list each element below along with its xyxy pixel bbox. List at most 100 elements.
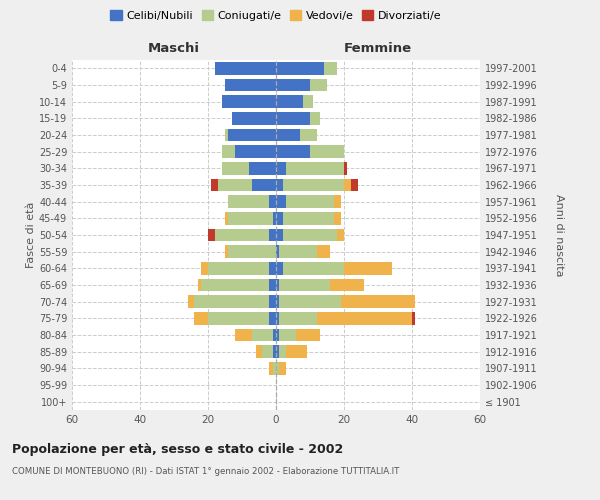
Bar xyxy=(269,279,276,291)
Text: COMUNE DI MONTEBUONO (RI) - Dati ISTAT 1° gennaio 2002 - Elaborazione TUTTITALIA: COMUNE DI MONTEBUONO (RI) - Dati ISTAT 1… xyxy=(12,468,400,476)
Bar xyxy=(280,296,341,308)
Bar xyxy=(269,362,272,374)
Bar xyxy=(280,329,296,341)
Bar xyxy=(225,79,276,92)
Bar xyxy=(276,229,283,241)
Bar xyxy=(229,212,272,224)
Bar xyxy=(276,62,323,74)
Bar xyxy=(276,179,283,192)
Bar xyxy=(276,79,310,92)
Bar xyxy=(272,362,276,374)
Bar xyxy=(283,179,344,192)
Bar xyxy=(272,212,276,224)
Bar xyxy=(341,296,415,308)
Bar xyxy=(296,329,320,341)
Bar xyxy=(331,279,364,291)
Bar xyxy=(269,196,276,208)
Bar xyxy=(344,179,351,192)
Bar xyxy=(276,96,303,108)
Bar xyxy=(269,262,276,274)
Bar xyxy=(208,229,215,241)
Bar xyxy=(276,262,283,274)
Bar xyxy=(252,179,276,192)
Bar xyxy=(303,96,313,108)
Bar xyxy=(276,146,310,158)
Bar xyxy=(215,62,276,74)
Bar xyxy=(276,162,286,174)
Bar xyxy=(317,312,412,324)
Bar xyxy=(221,146,235,158)
Bar xyxy=(334,212,341,224)
Bar xyxy=(225,129,229,141)
Bar xyxy=(276,296,280,308)
Bar xyxy=(272,329,276,341)
Bar xyxy=(283,212,334,224)
Bar xyxy=(412,312,415,324)
Bar xyxy=(344,162,347,174)
Bar xyxy=(280,279,331,291)
Bar xyxy=(276,312,280,324)
Bar xyxy=(344,262,392,274)
Text: Femmine: Femmine xyxy=(344,42,412,55)
Bar xyxy=(252,329,272,341)
Bar xyxy=(232,112,276,124)
Bar xyxy=(269,312,276,324)
Bar xyxy=(215,229,269,241)
Bar xyxy=(276,246,280,258)
Bar xyxy=(310,112,320,124)
Bar xyxy=(198,279,201,291)
Bar xyxy=(208,262,269,274)
Bar xyxy=(286,196,334,208)
Bar xyxy=(256,346,262,358)
Bar xyxy=(269,296,276,308)
Y-axis label: Fasce di età: Fasce di età xyxy=(26,202,36,268)
Bar xyxy=(300,129,317,141)
Bar xyxy=(317,246,331,258)
Bar xyxy=(283,262,344,274)
Bar xyxy=(208,312,269,324)
Bar xyxy=(280,246,317,258)
Bar xyxy=(310,146,344,158)
Bar xyxy=(286,346,307,358)
Bar xyxy=(323,62,337,74)
Text: Popolazione per età, sesso e stato civile - 2002: Popolazione per età, sesso e stato civil… xyxy=(12,442,343,456)
Legend: Celibi/Nubili, Coniugati/e, Vedovi/e, Divorziati/e: Celibi/Nubili, Coniugati/e, Vedovi/e, Di… xyxy=(108,8,444,23)
Bar xyxy=(201,279,269,291)
Y-axis label: Anni di nascita: Anni di nascita xyxy=(554,194,565,276)
Bar xyxy=(225,212,229,224)
Bar xyxy=(276,112,310,124)
Bar xyxy=(276,129,300,141)
Bar xyxy=(201,262,208,274)
Bar xyxy=(276,279,280,291)
Bar xyxy=(280,312,317,324)
Bar xyxy=(280,362,286,374)
Bar xyxy=(229,129,276,141)
Bar xyxy=(249,162,276,174)
Bar xyxy=(276,362,280,374)
Bar xyxy=(276,196,286,208)
Bar xyxy=(221,162,249,174)
Bar xyxy=(272,346,276,358)
Bar xyxy=(280,346,286,358)
Bar xyxy=(276,212,283,224)
Bar xyxy=(188,296,194,308)
Bar xyxy=(194,296,269,308)
Bar xyxy=(225,246,229,258)
Bar xyxy=(283,229,337,241)
Bar xyxy=(218,179,252,192)
Bar xyxy=(235,329,252,341)
Text: Maschi: Maschi xyxy=(148,42,200,55)
Bar xyxy=(235,146,276,158)
Bar xyxy=(337,229,344,241)
Bar xyxy=(276,346,280,358)
Bar xyxy=(269,229,276,241)
Bar xyxy=(221,96,276,108)
Bar xyxy=(310,79,327,92)
Bar xyxy=(351,179,358,192)
Bar xyxy=(229,196,269,208)
Bar xyxy=(211,179,218,192)
Bar xyxy=(194,312,208,324)
Bar xyxy=(262,346,272,358)
Bar xyxy=(334,196,341,208)
Bar xyxy=(286,162,344,174)
